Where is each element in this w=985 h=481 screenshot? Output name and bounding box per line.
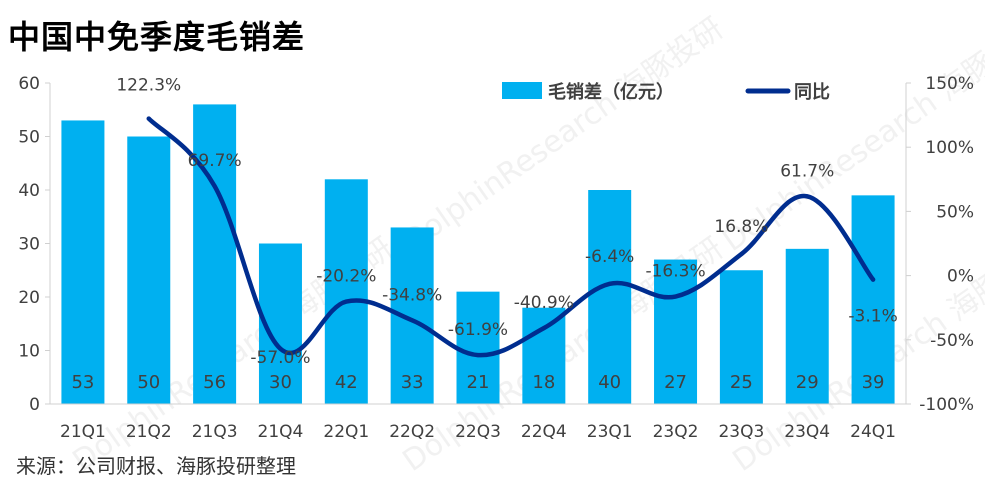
yoy-value-label: -16.3% [645,262,705,282]
right-tick-label: 0% [947,267,974,287]
left-tick-label: 0 [29,395,40,415]
yoy-point [805,194,810,199]
yoy-point [739,252,744,257]
bar [61,120,105,404]
bar [851,195,895,404]
x-tick-label: 23Q2 [653,422,699,442]
legend-line-label: 同比 [794,82,830,103]
legend-bar-label: 毛销差（亿元） [548,81,674,103]
legend: 毛销差（亿元） 同比 [502,81,830,103]
left-tick-label: 40 [18,181,40,201]
yoy-value-label: -34.8% [382,285,442,305]
bar-value-label: 30 [269,372,292,393]
x-tick-label: 22Q2 [389,422,435,442]
x-tick-label: 23Q4 [784,422,830,442]
x-tick-label: 22Q3 [455,422,501,442]
left-y-axis: 0 10 20 30 40 50 60 [18,74,51,415]
left-tick-label: 20 [18,288,40,308]
bar-value-labels: 53 50 56 30 42 33 21 18 40 27 25 29 39 [71,372,884,393]
bar-value-label: 25 [730,372,753,393]
x-tick-label: 23Q3 [718,422,764,442]
bar-value-label: 27 [664,372,687,393]
x-tick-label: 22Q4 [521,422,567,442]
bar [193,104,237,405]
bar [522,307,566,404]
yoy-line [146,116,876,358]
yoy-point [410,318,415,323]
bar-value-label: 53 [71,372,94,393]
yoy-point [871,277,876,282]
yoy-value-label: -57.0% [250,348,310,368]
line-series [146,116,876,358]
yoy-value-label: -6.4% [585,247,634,267]
x-tick-label: 21Q3 [192,422,238,442]
right-tick-label: 50% [936,202,974,222]
left-tick-label: 60 [18,74,40,94]
bar-series [61,104,895,405]
yoy-point [146,116,151,121]
bar-value-label: 50 [137,372,160,393]
yoy-point [476,353,480,358]
right-tick-label: 150% [925,74,974,94]
bar-value-label: 21 [467,372,490,393]
x-tick-label: 21Q2 [126,422,172,442]
yoy-value-label: 16.8% [714,217,768,237]
x-tick-label: 22Q1 [323,422,369,442]
yoy-point [673,294,678,299]
chart-title: 中国中免季度毛销差 [8,18,306,56]
bar [719,270,763,404]
left-tick-label: 10 [18,342,40,362]
right-tick-label: -50% [930,331,974,351]
right-y-axis: -100% -50% 0% 50% 100% 150% [905,74,974,415]
yoy-point [212,184,217,189]
left-tick-label: 50 [18,128,40,148]
x-tick-label: 21Q1 [60,422,106,442]
bar [654,259,698,404]
bar [785,248,829,404]
yoy-point [344,299,349,304]
yoy-point [607,281,612,286]
yoy-value-label: 69.7% [188,151,242,171]
right-tick-label: -100% [919,395,974,415]
yoy-point [278,346,283,351]
yoy-value-label: 61.7% [780,161,834,181]
yoy-value-label: -3.1% [848,307,897,327]
x-tick-label: 21Q4 [258,422,304,442]
x-tick-label: 23Q1 [587,422,633,442]
legend-bar-swatch [502,82,542,99]
bar [588,190,632,404]
bar-value-label: 42 [335,372,358,393]
source-note: 来源：公司财报、海豚投研整理 [16,454,296,478]
bar [324,179,368,404]
bar-value-label: 33 [401,372,424,393]
bar-value-label: 56 [203,372,226,393]
yoy-value-label: -20.2% [316,267,376,287]
bar-value-label: 40 [598,372,621,393]
bar-value-label: 29 [796,372,819,393]
yoy-value-label: -61.9% [448,320,508,340]
yoy-value-label: 122.3% [116,76,181,96]
bar [456,291,500,404]
bar-value-label: 18 [532,372,555,393]
line-value-labels: 122.3% 69.7% -57.0% -20.2% -34.8% -61.9% -40.9… [116,76,897,368]
left-tick-label: 30 [18,235,40,255]
right-tick-label: 100% [925,138,974,158]
bar-value-label: 39 [862,372,885,393]
x-axis: 21Q1 21Q2 21Q3 21Q4 22Q1 22Q2 22Q3 22Q4 23Q1 23Q2… [50,403,906,442]
yoy-point [541,326,546,331]
bar [127,136,171,404]
x-tick-label: 24Q1 [850,422,896,442]
yoy-value-label: -40.9% [514,293,574,313]
